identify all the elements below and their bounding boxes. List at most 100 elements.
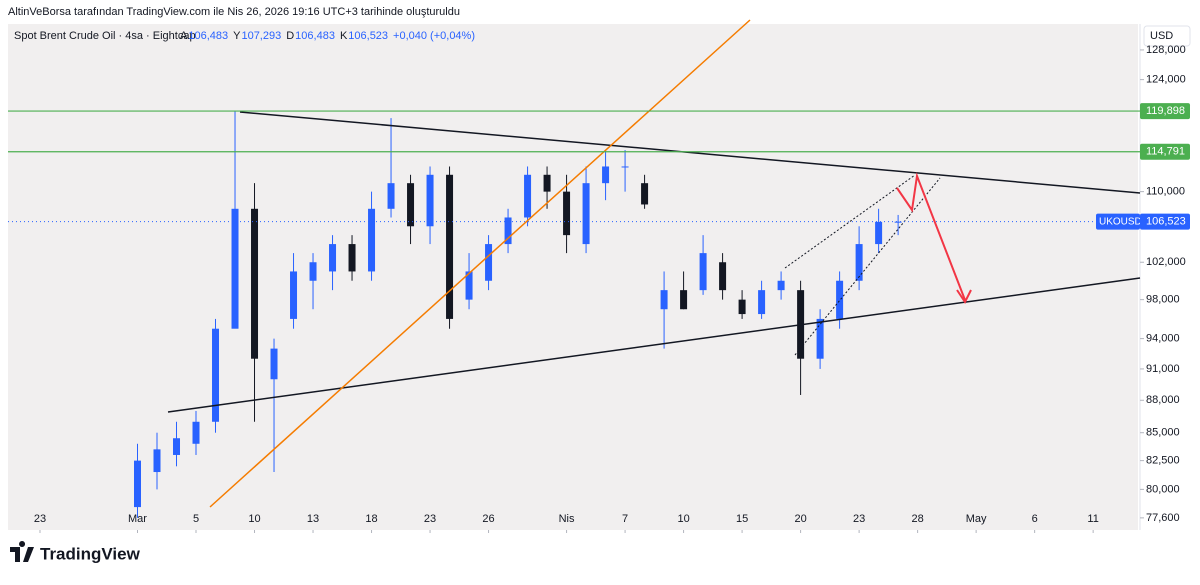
candle-body (290, 271, 298, 319)
x-tick-label: 6 (1032, 513, 1038, 525)
last-price-tag (1140, 213, 1190, 230)
projection-path (896, 172, 966, 301)
ohlc-key: D (286, 30, 294, 42)
y-tick-label: 94,000 (1146, 333, 1180, 345)
x-tick-label: 23 (34, 513, 46, 525)
x-tick-label: 5 (193, 513, 199, 525)
candle-body (407, 183, 415, 227)
trendline (239, 111, 1141, 194)
x-tick-label: 23 (853, 513, 865, 525)
y-tick-label: 124,000 (1146, 74, 1186, 86)
x-tick-label: 23 (424, 513, 436, 525)
candle-body (309, 262, 317, 281)
level-label: 114,791 (1146, 146, 1185, 158)
ohlc-key: K (340, 30, 348, 42)
candle-body (485, 244, 493, 281)
candle-body (816, 318, 824, 359)
candle-body (699, 253, 707, 291)
candle-body (855, 244, 863, 281)
candle-body (348, 244, 356, 272)
y-tick-label: 91,000 (1146, 363, 1180, 375)
candle-body (270, 348, 278, 380)
level-tag (1140, 103, 1190, 120)
trendline (209, 19, 751, 508)
arrow-head (956, 289, 972, 304)
candle-body (153, 449, 161, 473)
brand-logo: TradingView (10, 541, 141, 563)
candle-body (192, 421, 200, 444)
last-price-name-tag (1096, 213, 1140, 230)
x-tick-label: Mar (128, 513, 147, 525)
symbol-title: Spot Brent Crude Oil · 4sa · Eightcap (14, 30, 196, 42)
ohlc-value: 106,523 (348, 30, 388, 42)
y-tick-label: 82,500 (1146, 455, 1180, 467)
credit: AltinVeBorsa tarafından TradingView.com … (8, 6, 460, 18)
y-tick-label: 85,000 (1146, 427, 1180, 439)
candle-body (524, 174, 532, 218)
x-tick-label: 15 (736, 513, 748, 525)
candle-body (582, 183, 590, 245)
level-tag (1140, 143, 1190, 160)
candle-body (426, 174, 434, 227)
candle-body (894, 221, 902, 223)
ohlc-key: Y (233, 30, 241, 42)
y-tick-label: 98,000 (1146, 294, 1180, 306)
drawings (167, 19, 1141, 508)
candle-body (387, 183, 395, 209)
currency: USD (1150, 30, 1173, 42)
candle-body (719, 262, 727, 291)
candle-body (368, 208, 376, 272)
x-tick-label: May (966, 513, 987, 525)
x-tick-label: 18 (365, 513, 377, 525)
y-tick-label: 110,000 (1146, 186, 1185, 198)
candle-body (758, 290, 766, 315)
x-tick-label: 28 (911, 513, 923, 525)
change: +0,040 (+0,04%) (393, 30, 475, 42)
brand: TradingView (40, 544, 141, 563)
candle-body (212, 328, 220, 422)
y-tick-label: 102,000 (1146, 256, 1186, 268)
candle-body (446, 174, 454, 319)
ohlc-key: A (180, 30, 188, 42)
candle-body (738, 299, 746, 315)
candle-body (173, 438, 181, 455)
x-tick-label: 11 (1087, 513, 1098, 525)
trendline (167, 277, 1141, 413)
ohlc-value: 106,483 (295, 30, 335, 42)
candle-body (660, 290, 668, 310)
candle-body (621, 166, 629, 168)
candle-body (543, 174, 551, 192)
x-tick-label: 26 (482, 513, 494, 525)
candle-body (504, 217, 512, 245)
candle-body (641, 183, 649, 205)
candle-body (251, 208, 259, 359)
candle-body (329, 244, 337, 272)
x-tick-label: 20 (794, 513, 806, 525)
candle-body (777, 280, 785, 291)
level-label: 119,898 (1146, 105, 1185, 117)
x-tick-label: 10 (248, 513, 260, 525)
currency-box (1143, 25, 1191, 47)
y-tick-label: 80,000 (1146, 483, 1180, 495)
last-price-label: 106,523 (1146, 216, 1186, 228)
x-tick-label: 10 (677, 513, 689, 525)
x-tick-label: 13 (307, 513, 319, 525)
candle-body (465, 271, 473, 300)
ohlc-value: 106,483 (188, 30, 228, 42)
y-tick-label: 88,000 (1146, 394, 1180, 406)
candle-body (133, 460, 141, 508)
last-price-name: UKOUSD (1099, 216, 1142, 227)
x-tick-label: Nis (559, 513, 575, 525)
y-tick-label: 128,000 (1146, 44, 1186, 56)
candle-body (563, 191, 571, 236)
candle-body (602, 166, 610, 184)
candle-body (836, 280, 844, 319)
candle-body (680, 290, 688, 310)
x-tick-label: 7 (622, 513, 628, 525)
logo-icon (10, 541, 34, 562)
candle-body (875, 221, 883, 245)
channel-line (784, 174, 916, 269)
ohlc-value: 107,293 (241, 30, 281, 42)
